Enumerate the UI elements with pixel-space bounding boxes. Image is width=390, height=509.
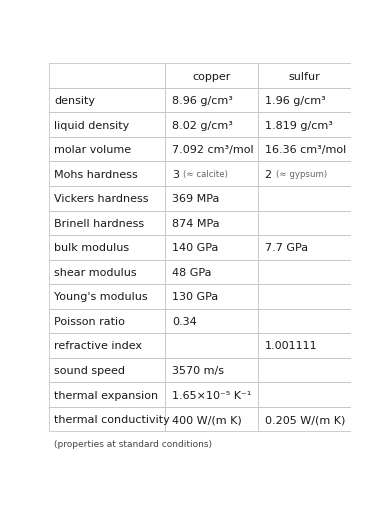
- Bar: [49, 89, 165, 113]
- Bar: [258, 236, 351, 260]
- Bar: [258, 309, 351, 333]
- Text: 3570 m/s: 3570 m/s: [172, 365, 224, 375]
- Text: 140 GPa: 140 GPa: [172, 243, 218, 253]
- Text: molar volume: molar volume: [54, 145, 131, 155]
- Text: refractive index: refractive index: [54, 341, 142, 351]
- Text: (properties at standard conditions): (properties at standard conditions): [54, 439, 212, 448]
- Bar: [49, 333, 165, 358]
- Text: 874 MPa: 874 MPa: [172, 218, 220, 229]
- Bar: [49, 407, 165, 432]
- Text: 1.819 g/cm³: 1.819 g/cm³: [264, 121, 332, 130]
- Text: (≈ gypsum): (≈ gypsum): [276, 170, 327, 179]
- Bar: [258, 333, 351, 358]
- Text: 7.7 GPa: 7.7 GPa: [264, 243, 308, 253]
- Bar: [165, 162, 258, 187]
- Text: Poisson ratio: Poisson ratio: [54, 316, 125, 326]
- Text: shear modulus: shear modulus: [54, 267, 137, 277]
- Bar: [165, 382, 258, 407]
- Text: 0.205 W/(m K): 0.205 W/(m K): [264, 414, 345, 424]
- Text: 0.34: 0.34: [172, 316, 197, 326]
- Bar: [258, 113, 351, 137]
- Text: 7.092 cm³/mol: 7.092 cm³/mol: [172, 145, 254, 155]
- Text: 3: 3: [172, 169, 179, 179]
- Text: 2: 2: [264, 169, 272, 179]
- Bar: [258, 358, 351, 382]
- Bar: [49, 309, 165, 333]
- Bar: [49, 64, 165, 89]
- Text: Vickers hardness: Vickers hardness: [54, 194, 149, 204]
- Text: 369 MPa: 369 MPa: [172, 194, 219, 204]
- Bar: [258, 285, 351, 309]
- Bar: [49, 113, 165, 137]
- Bar: [258, 137, 351, 162]
- Text: sulfur: sulfur: [289, 71, 320, 81]
- Bar: [165, 407, 258, 432]
- Bar: [165, 236, 258, 260]
- Text: Mohs hardness: Mohs hardness: [54, 169, 138, 179]
- Bar: [165, 333, 258, 358]
- Bar: [49, 285, 165, 309]
- Text: bulk modulus: bulk modulus: [54, 243, 129, 253]
- Text: copper: copper: [192, 71, 231, 81]
- Bar: [165, 64, 258, 89]
- Text: density: density: [54, 96, 95, 106]
- Bar: [165, 309, 258, 333]
- Bar: [258, 260, 351, 285]
- Text: 48 GPa: 48 GPa: [172, 267, 211, 277]
- Text: 16.36 cm³/mol: 16.36 cm³/mol: [264, 145, 346, 155]
- Text: 1.001111: 1.001111: [264, 341, 317, 351]
- Bar: [49, 260, 165, 285]
- Bar: [258, 211, 351, 236]
- Text: (≈ calcite): (≈ calcite): [183, 170, 228, 179]
- Text: thermal expansion: thermal expansion: [54, 390, 158, 400]
- Bar: [49, 137, 165, 162]
- Bar: [49, 187, 165, 211]
- Bar: [49, 382, 165, 407]
- Bar: [165, 260, 258, 285]
- Bar: [49, 236, 165, 260]
- Text: 130 GPa: 130 GPa: [172, 292, 218, 302]
- Bar: [165, 211, 258, 236]
- Bar: [165, 113, 258, 137]
- Bar: [165, 89, 258, 113]
- Bar: [258, 64, 351, 89]
- Bar: [165, 285, 258, 309]
- Text: sound speed: sound speed: [54, 365, 125, 375]
- Text: 400 W/(m K): 400 W/(m K): [172, 414, 241, 424]
- Text: 8.02 g/cm³: 8.02 g/cm³: [172, 121, 233, 130]
- Text: Young's modulus: Young's modulus: [54, 292, 148, 302]
- Text: 1.65×10⁻⁵ K⁻¹: 1.65×10⁻⁵ K⁻¹: [172, 390, 251, 400]
- Text: 8.96 g/cm³: 8.96 g/cm³: [172, 96, 233, 106]
- Text: liquid density: liquid density: [54, 121, 129, 130]
- Text: 1.96 g/cm³: 1.96 g/cm³: [264, 96, 325, 106]
- Bar: [258, 162, 351, 187]
- Bar: [49, 162, 165, 187]
- Bar: [258, 382, 351, 407]
- Bar: [165, 187, 258, 211]
- Bar: [258, 407, 351, 432]
- Bar: [49, 211, 165, 236]
- Text: thermal conductivity: thermal conductivity: [54, 414, 170, 424]
- Bar: [258, 89, 351, 113]
- Bar: [165, 358, 258, 382]
- Bar: [49, 358, 165, 382]
- Text: Brinell hardness: Brinell hardness: [54, 218, 144, 229]
- Bar: [165, 137, 258, 162]
- Bar: [258, 187, 351, 211]
